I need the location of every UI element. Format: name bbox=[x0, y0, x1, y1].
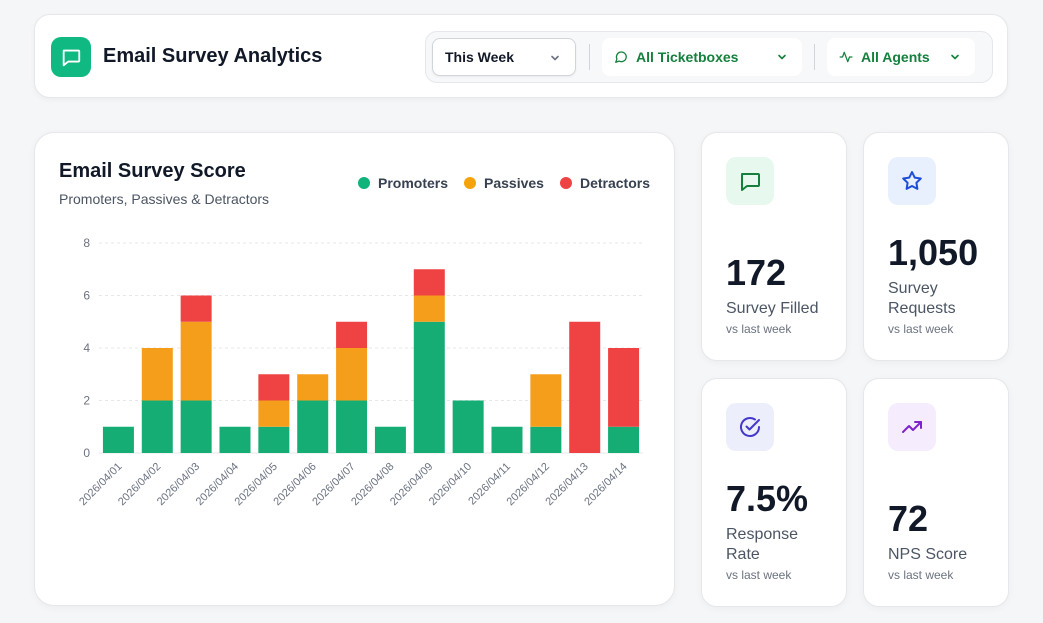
ticketboxes-dropdown[interactable]: All Ticketboxes bbox=[602, 38, 802, 76]
stat-card-response-rate: 7.5% Response Rate vs last week bbox=[701, 378, 847, 607]
chart-title: Email Survey Score bbox=[59, 160, 246, 182]
stat-value: 172 bbox=[726, 252, 787, 293]
stat-value: 1,050 bbox=[888, 232, 979, 273]
check-circle-icon bbox=[740, 417, 760, 437]
app-header: Email Survey Analytics This Week All Tic… bbox=[34, 14, 1008, 98]
stat-icon-tile bbox=[888, 157, 936, 205]
bar-promoters bbox=[413, 321, 445, 453]
bar-promoters bbox=[530, 426, 562, 453]
message-icon bbox=[741, 173, 760, 191]
stat-comparison: vs last week bbox=[888, 322, 954, 336]
chart-legend: Promoters Passives Detractors bbox=[357, 175, 650, 191]
ticketboxes-dropdown-label: All Ticketboxes bbox=[636, 49, 739, 65]
bar-promoters bbox=[336, 400, 368, 453]
stat-label: Response Rate bbox=[726, 526, 799, 563]
filter-bar: This Week All Ticketboxes All Agents bbox=[425, 31, 993, 83]
stat-label: Survey Requests bbox=[888, 280, 956, 317]
bar-passives bbox=[297, 374, 329, 401]
bar-detractors bbox=[258, 374, 290, 401]
bar-detractors bbox=[336, 321, 368, 348]
chevron-down-icon bbox=[551, 55, 559, 61]
stat-icon-tile bbox=[726, 403, 774, 451]
y-tick-label: 4 bbox=[83, 341, 90, 355]
bar-promoters bbox=[491, 426, 523, 453]
chevron-down-icon bbox=[951, 54, 959, 60]
y-tick-label: 6 bbox=[83, 289, 90, 303]
period-dropdown[interactable]: This Week bbox=[432, 38, 576, 76]
filter-divider bbox=[589, 44, 590, 70]
stat-label: Survey Filled bbox=[726, 300, 819, 317]
stat-value: 72 bbox=[888, 498, 929, 539]
bar-promoters bbox=[180, 400, 212, 453]
stat-comparison: vs last week bbox=[888, 568, 954, 582]
app-title: Email Survey Analytics bbox=[103, 45, 323, 67]
chevron-down-icon bbox=[778, 54, 786, 60]
y-tick-label: 2 bbox=[83, 394, 90, 408]
bar-passives bbox=[413, 295, 445, 322]
stat-card-survey-filled: 172 Survey Filled vs last week bbox=[701, 132, 847, 361]
bar-promoters bbox=[374, 426, 406, 453]
bar-promoters bbox=[297, 400, 329, 453]
chart-subtitle: Promoters, Passives & Detractors bbox=[59, 191, 270, 207]
bar-promoters bbox=[141, 400, 173, 453]
star-icon bbox=[902, 171, 922, 190]
bar-promoters bbox=[219, 426, 251, 453]
stat-label: NPS Score bbox=[888, 546, 968, 563]
stat-comparison: vs last week bbox=[726, 322, 792, 336]
period-dropdown-label: This Week bbox=[445, 49, 514, 65]
y-tick-label: 0 bbox=[83, 446, 90, 460]
legend-item-passives: Passives bbox=[464, 175, 544, 191]
stat-card-survey-requests: 1,050 Survey Requests vs last week bbox=[863, 132, 1009, 361]
bar-detractors bbox=[569, 321, 601, 453]
message-circle-icon bbox=[615, 51, 627, 63]
activity-icon bbox=[839, 51, 853, 63]
stat-icon-tile bbox=[726, 157, 774, 205]
stat-value: 7.5% bbox=[726, 478, 809, 519]
y-tick-label: 8 bbox=[83, 236, 90, 250]
bar-passives bbox=[258, 400, 290, 427]
bar-passives bbox=[180, 321, 212, 401]
survey-score-chart: 024682026/04/012026/04/022026/04/032026/… bbox=[77, 236, 643, 508]
bar-detractors bbox=[180, 295, 212, 322]
bar-passives bbox=[336, 348, 368, 401]
stat-comparison: vs last week bbox=[726, 568, 792, 582]
bar-promoters bbox=[452, 400, 484, 453]
survey-score-card: 0 2 4 6 8 2026/04/01 2026/04/02 2026/04/03 2026/… bbox=[34, 132, 675, 606]
bar-passives bbox=[141, 348, 173, 401]
legend-label: Passives bbox=[484, 175, 544, 191]
legend-item-detractors: Detractors bbox=[559, 175, 650, 191]
legend-dot-passives bbox=[464, 177, 477, 189]
legend-item-promoters: Promoters bbox=[357, 175, 449, 191]
bar-detractors bbox=[608, 348, 640, 427]
trending-up-icon bbox=[902, 421, 922, 433]
message-icon bbox=[62, 49, 81, 67]
legend-label: Promoters bbox=[377, 175, 449, 191]
legend-dot-detractors bbox=[559, 177, 572, 189]
bar-promoters bbox=[608, 426, 640, 453]
legend-label: Detractors bbox=[579, 175, 650, 191]
stat-card-nps-score: 72 NPS Score vs last week bbox=[863, 378, 1009, 607]
legend-dot-promoters bbox=[357, 177, 370, 189]
bar-promoters bbox=[102, 426, 134, 453]
stat-icon-tile bbox=[888, 403, 936, 451]
bar-passives bbox=[530, 374, 562, 427]
agents-dropdown-label: All Agents bbox=[861, 49, 930, 65]
filter-divider bbox=[814, 44, 815, 70]
agents-dropdown[interactable]: All Agents bbox=[827, 38, 975, 76]
app-logo bbox=[51, 37, 91, 77]
bar-promoters bbox=[258, 426, 290, 453]
bar-detractors bbox=[413, 269, 445, 296]
